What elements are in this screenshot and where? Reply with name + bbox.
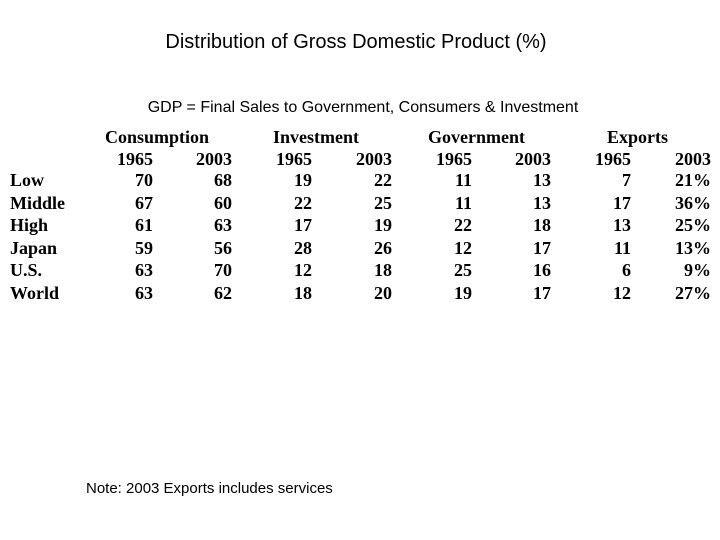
table-cell: 19	[374, 215, 392, 236]
table-cell: 6	[622, 260, 631, 281]
table-cell: 9%	[684, 260, 711, 281]
table-cell: 13%	[675, 237, 711, 258]
row-label: Japan	[10, 237, 58, 258]
table-row: Japan 59 56 28 26 12 17 11 13%	[0, 238, 720, 261]
group-header-consumption: Consumption	[105, 127, 210, 147]
table-cell: 25	[374, 192, 392, 213]
row-label: High	[10, 215, 49, 236]
table-cell: 13	[613, 215, 631, 236]
table-cell: 19	[454, 283, 472, 303]
year-header: 2003	[356, 149, 392, 169]
group-header-exports: Exports	[607, 127, 669, 147]
row-label: Middle	[10, 192, 66, 213]
table-cell: 56	[214, 237, 232, 258]
table-cell: 61	[135, 215, 153, 236]
table-cell: 22	[454, 215, 472, 236]
footnote: Note: 2003 Exports includes services	[86, 480, 333, 497]
table-cell: 17	[533, 237, 551, 258]
table-cell: 20	[374, 283, 392, 303]
row-label: World	[10, 283, 60, 303]
table-cell: 63	[135, 283, 153, 303]
table-row: World 63 62 18 20 19 17 12 27%	[0, 283, 720, 306]
table-cell: 22	[294, 192, 312, 213]
table-cell: 16	[533, 260, 551, 281]
year-header: 2003	[675, 149, 711, 169]
table-cell: 60	[214, 192, 232, 213]
table-row: U.S. 63 70 12 18 25 16 6 9%	[0, 260, 720, 283]
row-label: U.S.	[10, 260, 43, 281]
table-cell: 36%	[675, 192, 711, 213]
year-header: 2003	[515, 149, 551, 169]
table-cell: 25	[454, 260, 472, 281]
table-cell: 22	[374, 170, 392, 190]
year-header: 2003	[196, 149, 232, 169]
table-cell: 17	[533, 283, 551, 303]
table-cell: 12	[454, 237, 472, 258]
table-cell: 59	[135, 237, 153, 258]
group-header-government: Government	[428, 127, 525, 147]
slide-title: Distribution of Gross Domestic Product (…	[165, 31, 547, 53]
table-row: High 61 63 17 19 22 18 13 25%	[0, 215, 720, 238]
group-header-investment: Investment	[273, 127, 359, 147]
table-cell: 18	[533, 215, 551, 236]
table-cell: 13	[533, 192, 551, 213]
year-header: 1965	[117, 149, 153, 169]
table-cell: 63	[214, 215, 232, 236]
table-cell: 11	[613, 237, 631, 258]
table-cell: 21%	[675, 170, 711, 190]
table-cell: 17	[613, 192, 631, 213]
table-cell: 18	[294, 283, 312, 303]
table-row: Middle 67 60 22 25 11 13 17 36%	[0, 193, 720, 216]
table-cell: 11	[454, 192, 472, 213]
slide-subtitle: GDP = Final Sales to Government, Consume…	[147, 99, 579, 116]
table-cell: 70	[135, 170, 153, 190]
table-cell: 12	[294, 260, 312, 281]
table-cell: 19	[294, 170, 312, 190]
table-cell: 7	[622, 170, 631, 190]
table-cell: 67	[135, 192, 153, 213]
table-cell: 62	[214, 283, 232, 303]
table-cell: 28	[294, 237, 312, 258]
year-header: 1965	[276, 149, 312, 169]
table-cell: 63	[135, 260, 153, 281]
row-label: Low	[10, 170, 45, 190]
year-header: 1965	[436, 149, 472, 169]
table-cell: 13	[533, 170, 551, 190]
table-cell: 26	[374, 237, 392, 258]
table-cell: 12	[613, 283, 631, 303]
table-cell: 68	[214, 170, 232, 190]
table-cell: 25%	[675, 215, 711, 236]
table-row: Low 70 68 19 22 11 13 7 21%	[0, 170, 720, 193]
table-cell: 18	[374, 260, 392, 281]
table-cell: 27%	[675, 283, 711, 303]
year-header: 1965	[595, 149, 631, 169]
table-cell: 17	[294, 215, 312, 236]
table-cell: 11	[454, 170, 472, 190]
table-cell: 70	[214, 260, 232, 281]
